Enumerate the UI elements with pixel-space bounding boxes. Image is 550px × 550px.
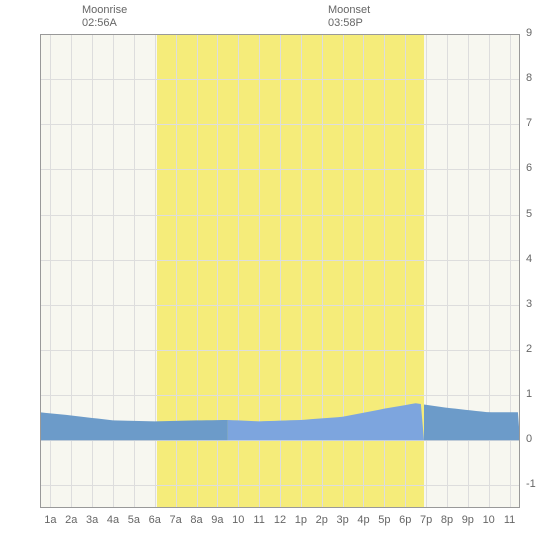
x-tick-label: 5a [124, 514, 144, 526]
x-tick-label: 9a [207, 514, 227, 526]
y-tick-label: 9 [526, 27, 532, 39]
x-tick-label: 1a [40, 514, 60, 526]
moonrise-title: Moonrise [82, 4, 127, 17]
x-tick-label: 8a [187, 514, 207, 526]
y-tick-label: 4 [526, 253, 532, 265]
x-tick-label: 9p [458, 514, 478, 526]
x-tick-label: 4a [103, 514, 123, 526]
moonrise-time: 02:56A [82, 17, 127, 30]
y-tick-label: 7 [526, 117, 532, 129]
y-tick-label: -1 [526, 478, 536, 490]
x-tick-label: 2a [61, 514, 81, 526]
moonset-title: Moonset [328, 4, 370, 17]
y-tick-label: 3 [526, 298, 532, 310]
moonrise-label: Moonrise 02:56A [82, 4, 127, 30]
x-tick-label: 6p [395, 514, 415, 526]
x-tick-label: 10 [479, 514, 499, 526]
x-tick-label: 8p [437, 514, 457, 526]
y-tick-label: 6 [526, 162, 532, 174]
x-tick-label: 11 [500, 514, 520, 526]
x-tick-label: 12 [270, 514, 290, 526]
y-tick-label: 0 [526, 433, 532, 445]
x-tick-label: 3p [333, 514, 353, 526]
tide-sun-chart: Moonrise 02:56A Moonset 03:58P -10123456… [0, 0, 550, 550]
x-tick-label: 4p [353, 514, 373, 526]
plot-area [40, 34, 520, 508]
x-tick-label: 1p [291, 514, 311, 526]
x-tick-label: 7a [166, 514, 186, 526]
x-tick-label: 5p [374, 514, 394, 526]
y-tick-label: 8 [526, 72, 532, 84]
x-tick-label: 6a [145, 514, 165, 526]
y-tick-label: 1 [526, 388, 532, 400]
y-tick-label: 5 [526, 208, 532, 220]
moonset-time: 03:58P [328, 17, 370, 30]
moonset-label: Moonset 03:58P [328, 4, 370, 30]
header-labels: Moonrise 02:56A Moonset 03:58P [0, 4, 550, 34]
x-tick-label: 7p [416, 514, 436, 526]
x-tick-label: 2p [312, 514, 332, 526]
y-tick-label: 2 [526, 343, 532, 355]
x-tick-label: 3a [82, 514, 102, 526]
tide-area [40, 34, 520, 508]
x-tick-label: 11 [249, 514, 269, 526]
x-tick-label: 10 [228, 514, 248, 526]
